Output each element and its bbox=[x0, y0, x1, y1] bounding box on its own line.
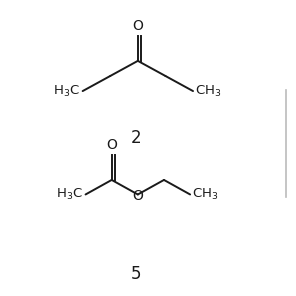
Text: O: O bbox=[132, 19, 143, 33]
Text: CH$_3$: CH$_3$ bbox=[195, 83, 222, 99]
Text: H$_3$C: H$_3$C bbox=[56, 187, 83, 202]
Text: H$_3$C: H$_3$C bbox=[53, 83, 80, 99]
Text: 5: 5 bbox=[131, 265, 141, 283]
Text: CH$_3$: CH$_3$ bbox=[192, 187, 219, 202]
Text: O: O bbox=[132, 189, 143, 203]
Text: 2: 2 bbox=[131, 129, 142, 147]
Text: O: O bbox=[106, 138, 117, 152]
